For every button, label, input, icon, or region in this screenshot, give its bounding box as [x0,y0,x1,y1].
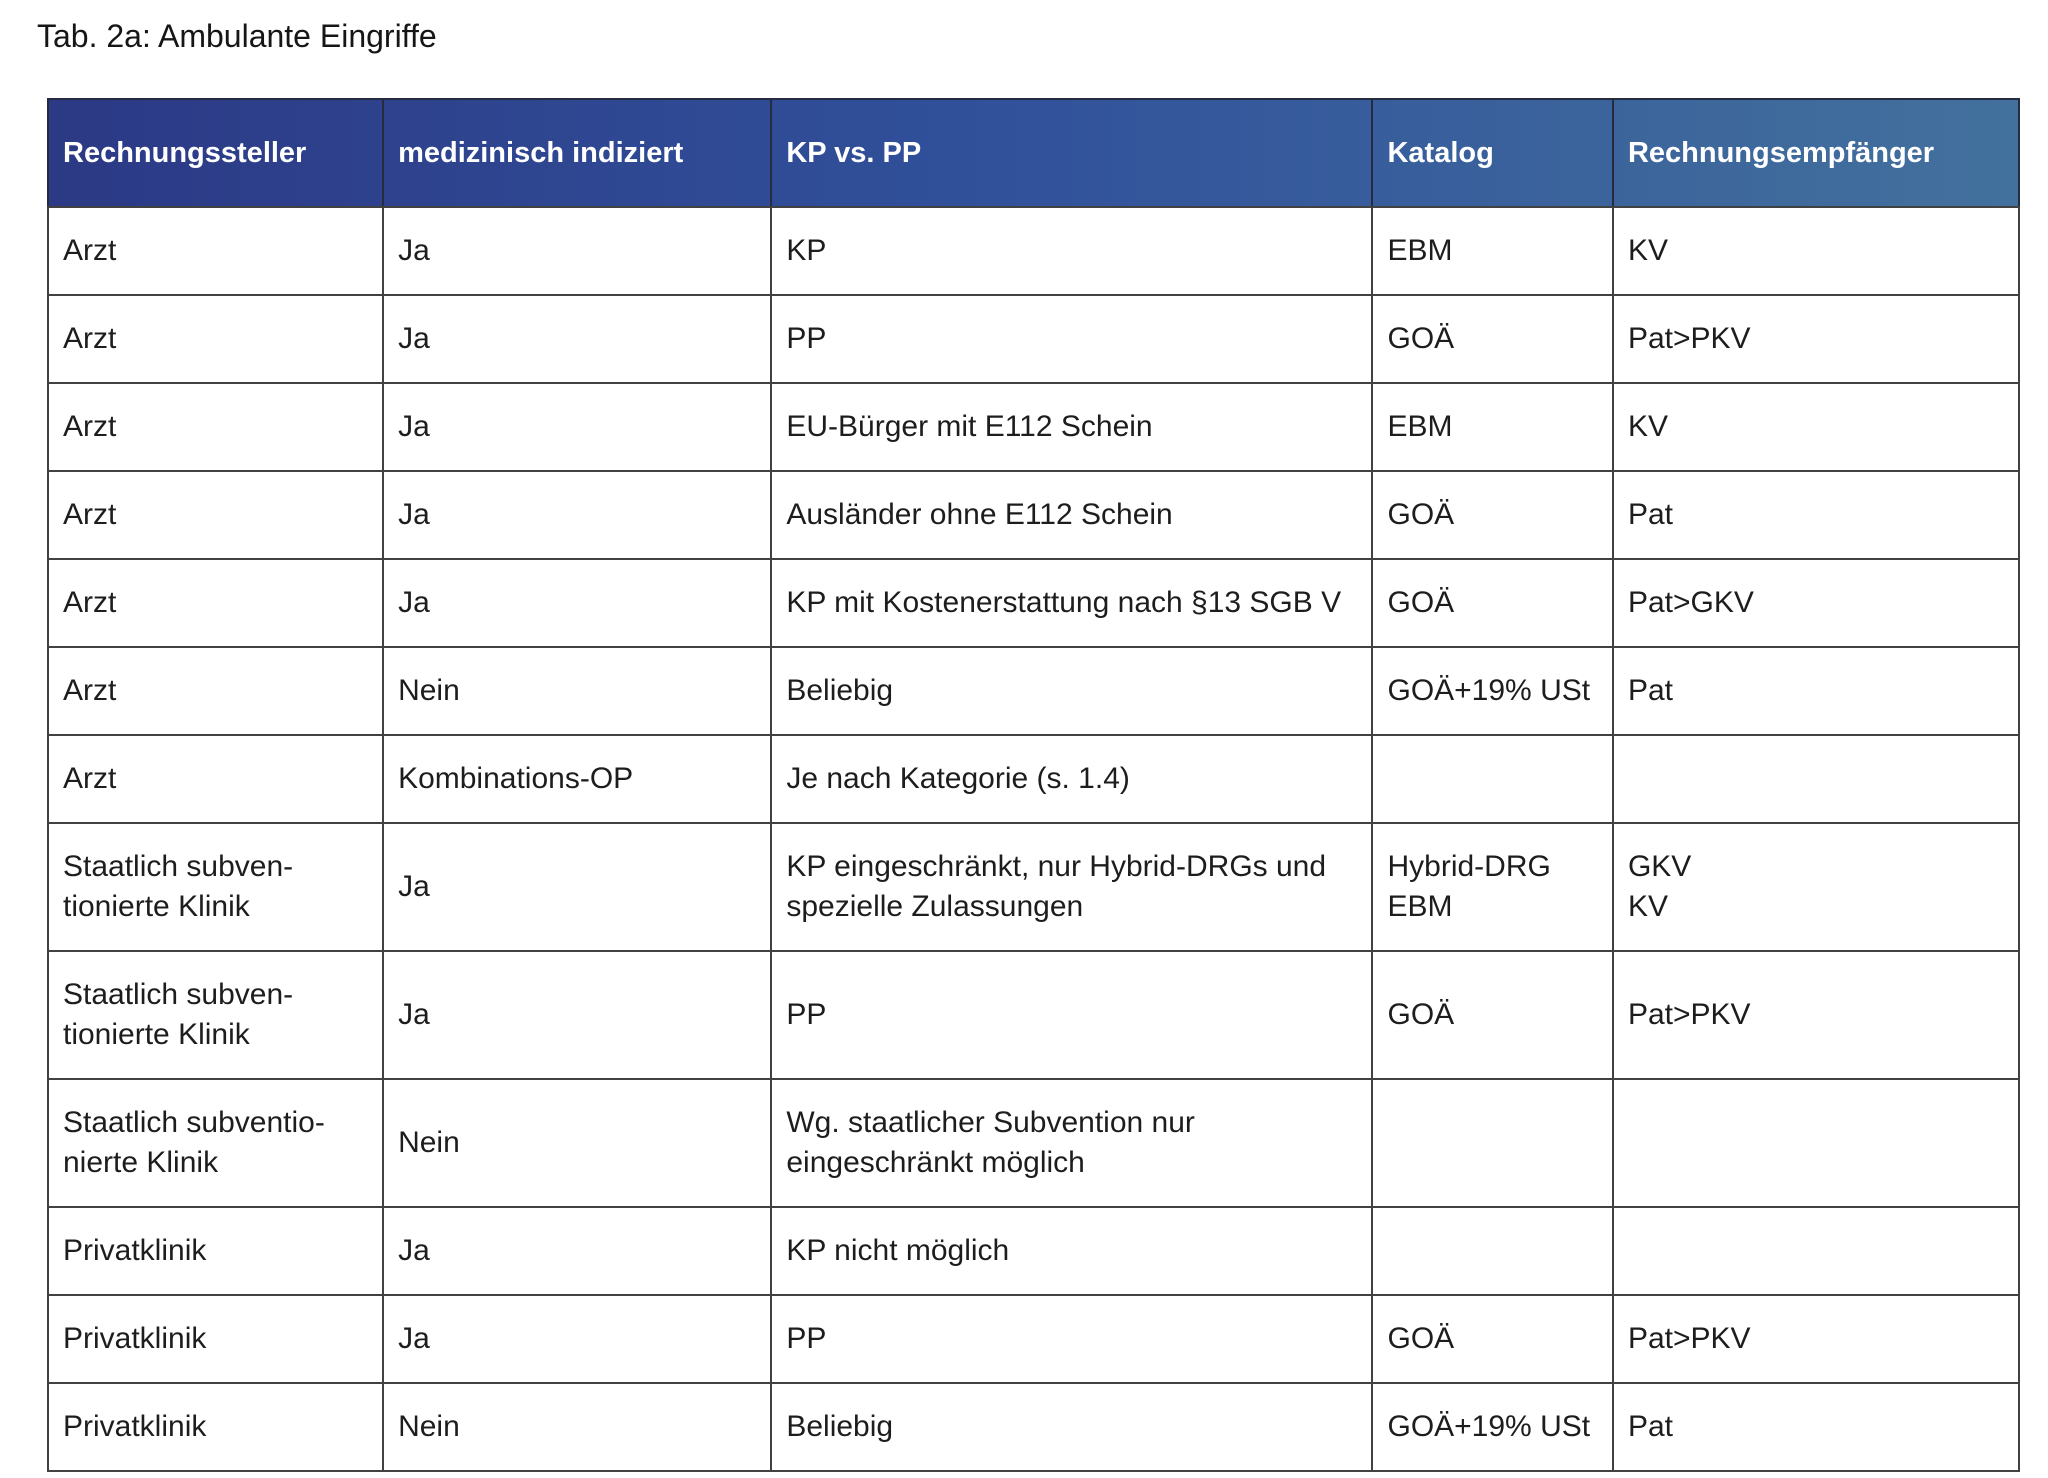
table-row: Staatlich subven- tionierte Klinik Ja PP… [46,950,2021,1080]
cell-katalog: GOÄ+19% USt [1371,1382,1614,1472]
cell-medizinisch-indiziert: Ja [382,822,773,952]
ambulante-eingriffe-table: Rechnungssteller medizinisch indiziert K… [46,98,2021,1472]
cell-rechnungssteller: Staatlich subven- tionierte Klinik [46,950,385,1080]
cell-rechnungsempfaenger [1611,1206,2021,1296]
table-row: Arzt Ja KP mit Kostenerstattung nach §13… [46,558,2021,648]
cell-medizinisch-indiziert: Ja [382,294,773,384]
cell-katalog [1371,734,1614,824]
cell-katalog: GOÄ [1371,950,1614,1080]
cell-kp-vs-pp: Je nach Kategorie (s. 1.4) [770,734,1374,824]
table-row: Staatlich subventio- nierte Klinik Nein … [46,1078,2021,1208]
cell-medizinisch-indiziert: Ja [382,950,773,1080]
column-header-rechnungssteller: Rechnungssteller [46,98,385,208]
cell-katalog: GOÄ [1371,558,1614,648]
table-row: Arzt Ja Ausländer ohne E112 Schein GOÄ P… [46,470,2021,560]
cell-rechnungsempfaenger: Pat>PKV [1611,294,2021,384]
cell-rechnungsempfaenger [1611,734,2021,824]
cell-rechnungsempfaenger [1611,1078,2021,1208]
cell-rechnungssteller: Privatklinik [46,1382,385,1472]
cell-rechnungssteller: Privatklinik [46,1206,385,1296]
cell-rechnungsempfaenger: KV [1611,382,2021,472]
cell-medizinisch-indiziert: Ja [382,1294,773,1384]
table-row: Arzt Nein Beliebig GOÄ+19% USt Pat [46,646,2021,736]
cell-medizinisch-indiziert: Ja [382,382,773,472]
column-header-kp-vs-pp: KP vs. PP [770,98,1374,208]
cell-medizinisch-indiziert: Nein [382,646,773,736]
cell-katalog: GOÄ+19% USt [1371,646,1614,736]
cell-kp-vs-pp: PP [770,950,1374,1080]
cell-rechnungssteller: Arzt [46,646,385,736]
column-header-rechnungsempfaenger: Rechnungsempfänger [1611,98,2021,208]
table-row: Arzt Kombinations-OP Je nach Kategorie (… [46,734,2021,824]
cell-katalog [1371,1078,1614,1208]
cell-kp-vs-pp: KP mit Kostenerstattung nach §13 SGB V [770,558,1374,648]
table-row: Privatklinik Ja PP GOÄ Pat>PKV [46,1294,2021,1384]
cell-medizinisch-indiziert: Nein [382,1382,773,1472]
cell-medizinisch-indiziert: Ja [382,558,773,648]
cell-kp-vs-pp: EU-Bürger mit E112 Schein [770,382,1374,472]
cell-kp-vs-pp: KP nicht möglich [770,1206,1374,1296]
cell-rechnungsempfaenger: Pat [1611,470,2021,560]
cell-kp-vs-pp: PP [770,1294,1374,1384]
table-row: Arzt Ja PP GOÄ Pat>PKV [46,294,2021,384]
cell-kp-vs-pp: Beliebig [770,1382,1374,1472]
cell-rechnungsempfaenger: Pat [1611,646,2021,736]
cell-kp-vs-pp: Wg. staatlicher Subvention nur eingeschr… [770,1078,1374,1208]
cell-katalog [1371,1206,1614,1296]
cell-rechnungsempfaenger: Pat>PKV [1611,1294,2021,1384]
cell-kp-vs-pp: KP [770,206,1374,296]
cell-medizinisch-indiziert: Ja [382,1206,773,1296]
table-row: Arzt Ja EU-Bürger mit E112 Schein EBM KV [46,382,2021,472]
cell-rechnungsempfaenger: KV [1611,206,2021,296]
cell-medizinisch-indiziert: Nein [382,1078,773,1208]
cell-rechnungssteller: Privatklinik [46,1294,385,1384]
cell-rechnungssteller: Arzt [46,470,385,560]
cell-rechnungssteller: Arzt [46,734,385,824]
table-row: Privatklinik Nein Beliebig GOÄ+19% USt P… [46,1382,2021,1472]
cell-rechnungsempfaenger: Pat>GKV [1611,558,2021,648]
cell-katalog: GOÄ [1371,294,1614,384]
table-row: Arzt Ja KP EBM KV [46,206,2021,296]
cell-katalog: EBM [1371,206,1614,296]
table-row: Privatklinik Ja KP nicht möglich [46,1206,2021,1296]
cell-katalog: GOÄ [1371,470,1614,560]
table-row: Staatlich subven- tionierte Klinik Ja KP… [46,822,2021,952]
cell-rechnungssteller: Staatlich subventio- nierte Klinik [46,1078,385,1208]
cell-medizinisch-indiziert: Ja [382,470,773,560]
cell-rechnungssteller: Arzt [46,294,385,384]
cell-kp-vs-pp: Ausländer ohne E112 Schein [770,470,1374,560]
cell-rechnungsempfaenger: Pat [1611,1382,2021,1472]
cell-kp-vs-pp: KP eingeschränkt, nur Hybrid-DRGs und sp… [770,822,1374,952]
cell-katalog: Hybrid-DRG EBM [1371,822,1614,952]
cell-katalog: EBM [1371,382,1614,472]
cell-rechnungsempfaenger: Pat>PKV [1611,950,2021,1080]
table-header-row: Rechnungssteller medizinisch indiziert K… [46,98,2021,208]
cell-katalog: GOÄ [1371,1294,1614,1384]
cell-medizinisch-indiziert: Kombinations-OP [382,734,773,824]
cell-medizinisch-indiziert: Ja [382,206,773,296]
table-header: Rechnungssteller medizinisch indiziert K… [46,98,2021,208]
page-title: Tab. 2a: Ambulante Eingriffe [37,18,437,54]
cell-rechnungssteller: Arzt [46,382,385,472]
column-header-katalog: Katalog [1371,98,1614,208]
column-header-medizinisch-indiziert: medizinisch indiziert [382,98,773,208]
table-body: Arzt Ja KP EBM KV Arzt Ja PP GOÄ Pat>PKV… [46,206,2021,1472]
cell-kp-vs-pp: Beliebig [770,646,1374,736]
cell-rechnungssteller: Arzt [46,206,385,296]
cell-rechnungssteller: Staatlich subven- tionierte Klinik [46,822,385,952]
cell-kp-vs-pp: PP [770,294,1374,384]
cell-rechnungsempfaenger: GKV KV [1611,822,2021,952]
cell-rechnungssteller: Arzt [46,558,385,648]
